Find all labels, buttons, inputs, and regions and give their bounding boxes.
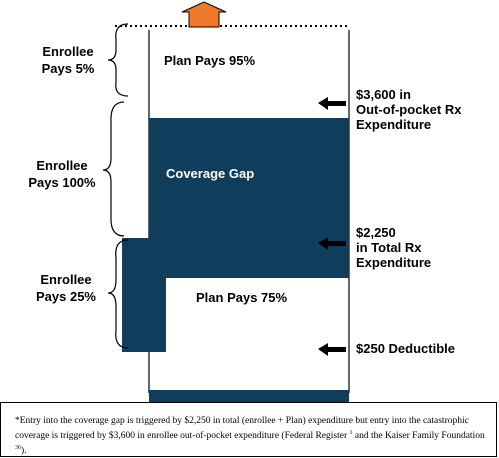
arrow-3600-icon — [318, 97, 346, 110]
threshold-3600-line3: Expenditure — [356, 117, 431, 132]
up-arrow-icon — [181, 1, 227, 28]
footnote-text-part1: *Entry into the coverage gap is triggere… — [15, 416, 469, 441]
enrollee-100-label-line2: Pays 100% — [28, 175, 96, 190]
footnote-ref-1: 1 — [349, 430, 353, 436]
footnote-text-part3: ). — [21, 446, 27, 456]
brace-enrollee-100 — [102, 101, 125, 237]
enrollee-25-block — [122, 238, 166, 352]
arrow-2250-icon — [318, 237, 346, 250]
threshold-2250-line1: $2,250 — [356, 225, 396, 240]
enrollee-100-label-line1: Enrollee — [36, 158, 87, 173]
arrow-250-icon — [318, 343, 346, 356]
enrollee-5-label-line2: Pays 5% — [42, 61, 95, 76]
enrollee-25-label-line2: Pays 25% — [36, 289, 96, 304]
threshold-3600-line1: $3,600 in — [356, 87, 411, 102]
deductible-label: $250 Deductible — [356, 341, 455, 356]
footnote-text-part2: and the Kaiser Family Foundation — [352, 431, 485, 441]
footnote-box: *Entry into the coverage gap is triggere… — [0, 402, 497, 457]
threshold-2250-line2: in Total Rx — [356, 240, 422, 255]
plan-75-label: Plan Pays 75% — [196, 290, 287, 305]
enrollee-5-label-line1: Enrollee — [42, 44, 93, 59]
brace-enrollee-25 — [107, 239, 129, 349]
threshold-2250-line3: Expenditure — [356, 255, 431, 270]
footnote-ref-36: 36 — [15, 445, 21, 451]
enrollee-25-label-line1: Enrollee — [40, 272, 91, 287]
threshold-3600-line2: Out-of-pocket Rx — [356, 102, 462, 117]
plan-95-label: Plan Pays 95% — [164, 53, 255, 68]
coverage-gap-label: Coverage Gap — [166, 166, 254, 181]
brace-enrollee-5 — [107, 23, 129, 97]
bottom-bar — [149, 390, 349, 402]
coverage-gap-block — [149, 118, 349, 278]
